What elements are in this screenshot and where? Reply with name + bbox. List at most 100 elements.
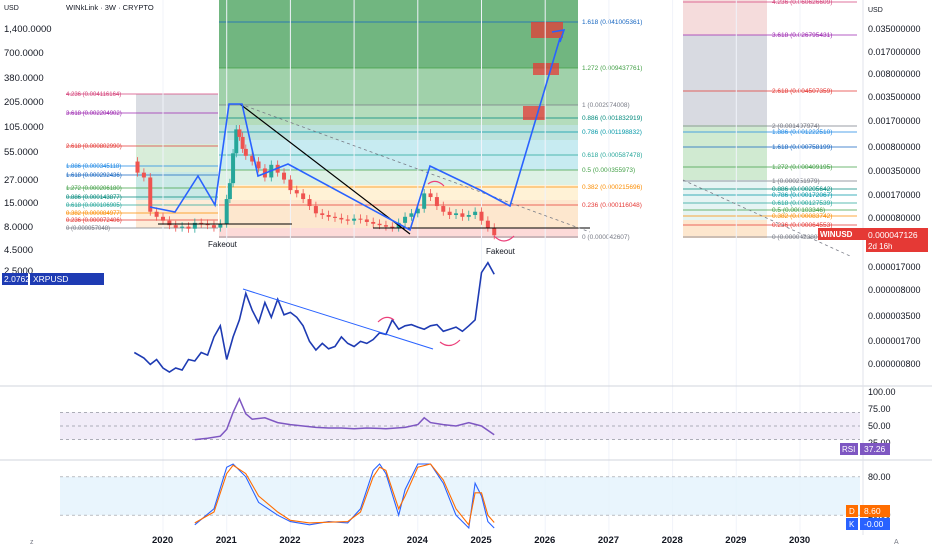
- price-candle: [454, 213, 459, 216]
- price-candle: [441, 206, 446, 212]
- price-candle: [231, 153, 236, 184]
- fib-center-label: 0.382 (0.000215696): [582, 184, 642, 191]
- fib-zone-band: [219, 228, 578, 238]
- rsi-line: [194, 396, 495, 441]
- rsi-name: RSI: [842, 445, 855, 454]
- price-candle: [148, 177, 153, 212]
- price-candle: [409, 213, 414, 217]
- xrp-series-line: [133, 261, 495, 374]
- price-candle: [199, 222, 204, 224]
- xrp-last-value: 2.0762: [4, 274, 30, 284]
- price-tag-value: [866, 228, 928, 252]
- fib-right-band: [683, 180, 767, 220]
- price-candle: [240, 136, 245, 149]
- right-axis-tick: 0.017000000: [868, 47, 921, 57]
- stoch-k-value: -0.00: [864, 519, 884, 529]
- right-axis-tick: 0.008000000: [868, 69, 921, 79]
- fib-right-label: 0.236 (0.000064553): [772, 222, 832, 229]
- price-candle: [173, 225, 178, 228]
- xrp-symbol-tag: [30, 273, 104, 285]
- x-axis-tick: 2021: [216, 535, 238, 546]
- stoch-axis-tick: 80.00: [868, 472, 891, 482]
- price-candle: [211, 225, 216, 228]
- price-candle: [161, 216, 165, 221]
- projection-path: [149, 37, 561, 232]
- fib-right-band: [683, 0, 767, 35]
- stoch-k-tag: [846, 518, 858, 530]
- rsi-name-tag: [840, 443, 858, 455]
- left-axis-tick: 380.0000: [4, 73, 44, 84]
- target-zone-box: [533, 63, 559, 75]
- left-axis-tick: 4.5000: [4, 245, 33, 256]
- price-candle: [154, 211, 159, 217]
- dashed-trend-line: [239, 103, 591, 233]
- fib-left-label: 1.886 (0.000345118): [66, 164, 121, 170]
- fib-center-label: 0.618 (0.000587478): [582, 152, 642, 159]
- xrp-top-arc: [377, 316, 395, 323]
- xrp-layer: [133, 261, 495, 374]
- fib-right-label: 0 (0.000042380): [772, 234, 820, 241]
- fib-right-band: [683, 220, 767, 238]
- price-candle: [358, 218, 363, 220]
- fib-left-zone-top: [136, 94, 218, 144]
- left-axis-tick: 700.0000: [4, 48, 44, 59]
- x-axis-tick: 2022: [279, 535, 300, 546]
- fib-right-label: 0.786 (0.000172067): [772, 192, 832, 199]
- stoch-pane: [60, 463, 860, 530]
- fib-center-label: 0.786 (0.001198832): [582, 129, 642, 136]
- price-candle: [141, 172, 146, 178]
- right-axis-tick: 0.001700000: [868, 116, 921, 126]
- price-candle: [224, 199, 229, 224]
- fib-right-band: [683, 35, 767, 125]
- x-axis-tick: 2030: [789, 535, 810, 546]
- x-axis-tick: 2025: [471, 535, 493, 546]
- price-candle: [320, 213, 325, 216]
- price-candle: [460, 213, 465, 217]
- price-candle: [313, 206, 318, 214]
- price-candle: [256, 161, 261, 169]
- fib-zone-band: [219, 185, 578, 200]
- right-axis-tick: 0.000017000: [868, 262, 921, 272]
- fib-zone-band: [219, 170, 578, 185]
- fib-right-band: [683, 125, 767, 180]
- rsi-axis-tick: 100.00: [868, 387, 896, 397]
- price-candle: [243, 148, 248, 156]
- timezone-icon[interactable]: z: [30, 539, 34, 546]
- price-candle: [250, 155, 255, 162]
- price-tag-symbol-text: WINUSD: [820, 230, 853, 239]
- fib-right-label: 0.5 (0.000103346): [772, 207, 825, 214]
- price-candle: [447, 211, 452, 216]
- price-candle: [301, 193, 306, 200]
- price-candle: [192, 222, 197, 229]
- price-candle: [237, 129, 242, 137]
- x-axis-tick: 2026: [534, 535, 555, 546]
- price-candle: [332, 216, 337, 218]
- x-axis-tick: 2027: [598, 535, 619, 546]
- stoch-d-value-tag: [860, 505, 890, 517]
- rsi-axis-tick: 50.00: [868, 421, 891, 431]
- stoch-k-line: [194, 463, 495, 530]
- price-candle: [383, 225, 388, 227]
- price-candle: [352, 218, 357, 221]
- price-candle: [415, 208, 420, 214]
- price-candle: [227, 183, 232, 200]
- fib-zone-band: [219, 105, 578, 125]
- right-axis-tick: 0.035000000: [868, 24, 921, 34]
- fib-right-label: 1.272 (0.000409195): [772, 164, 832, 171]
- rsi-value-tag: [860, 443, 890, 455]
- fib-right-label: 0.886 (0.000205642): [772, 186, 832, 193]
- top-arc: [427, 180, 445, 187]
- left-axis-tick: 8.0000: [4, 222, 33, 233]
- right-axis-tick: 0.000800000: [868, 142, 921, 152]
- price-candle: [218, 223, 223, 228]
- auto-scale-icon[interactable]: A: [894, 539, 899, 546]
- dashed-trend-right: [682, 179, 851, 257]
- fib-left-label: 0.236 (0.000072406): [66, 218, 122, 224]
- x-axis-tick: 2024: [407, 535, 429, 546]
- price-candle: [364, 219, 369, 222]
- fib-right-label: 2 (0.001497974): [772, 123, 820, 130]
- fib-center-label: 0.236 (0.000116048): [582, 202, 642, 209]
- rsi-value: 37.26: [864, 444, 886, 454]
- fib-right-label: 4.236 (0.060626609): [772, 0, 832, 6]
